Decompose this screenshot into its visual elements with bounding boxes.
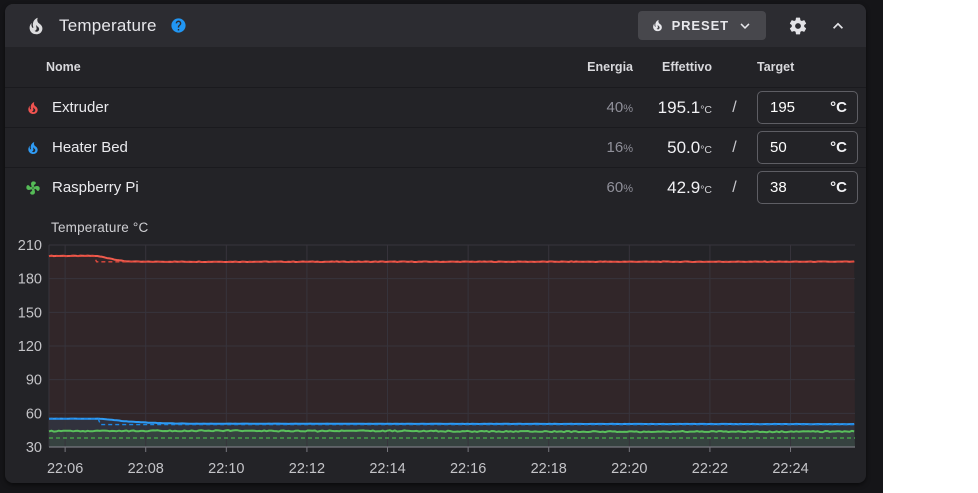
target-cell: 50 °C <box>757 131 858 164</box>
x-axis-label: 22:16 <box>450 461 486 477</box>
x-axis-label: 22:12 <box>289 461 325 477</box>
sensor-row: Heater Bed 16% 50.0°C / 50 °C <box>5 127 866 167</box>
panel-header: Temperature PRESET <box>5 4 866 47</box>
y-axis-label: 210 <box>18 238 42 254</box>
current-temp-cell: 50.0°C <box>667 137 712 157</box>
target-unit: °C <box>830 139 847 156</box>
x-axis-label: 22:06 <box>47 461 83 477</box>
y-axis-label: 60 <box>26 406 42 422</box>
target-value: 38 <box>770 179 787 196</box>
chart-title: Temperature °C <box>51 220 149 235</box>
column-header-current: Effettivo <box>662 60 712 74</box>
chevron-down-icon <box>740 22 750 29</box>
sensor-name: Raspberry Pi <box>52 179 139 196</box>
target-unit: °C <box>830 179 847 196</box>
help-icon[interactable] <box>170 17 187 34</box>
series-line-heater-bed-target <box>49 418 855 426</box>
sensor-row: Extruder 40% 195.1°C / 195 °C <box>5 87 866 127</box>
column-header-target: Target <box>757 60 795 74</box>
x-axis-label: 22:22 <box>692 461 728 477</box>
gear-icon <box>789 17 807 34</box>
temperature-panel: Temperature PRESET <box>5 4 866 483</box>
flame-icon <box>29 17 43 34</box>
y-axis-label: 150 <box>18 305 42 321</box>
power-cell: 40% <box>606 98 633 116</box>
target-value: 195 <box>770 99 796 116</box>
flame-icon <box>28 101 38 114</box>
collapse-button[interactable] <box>828 16 848 36</box>
sensor-row: Raspberry Pi 60% 42.9°C / 38 °C <box>5 167 866 207</box>
sensor-name-cell: Heater Bed <box>25 139 553 156</box>
slash-separator: / <box>732 178 737 196</box>
fan-icon <box>26 180 40 195</box>
target-input[interactable]: 38 °C <box>757 171 858 204</box>
target-input[interactable]: 50 °C <box>757 131 858 164</box>
chevron-up-icon <box>833 22 843 29</box>
x-axis-label: 22:20 <box>611 461 647 477</box>
settings-button[interactable] <box>788 16 808 36</box>
area-fill <box>49 255 855 447</box>
y-axis-label: 90 <box>26 373 42 389</box>
y-axis-label: 30 <box>26 440 42 456</box>
series-line-raspberry-pi <box>48 429 855 434</box>
power-cell: 60% <box>606 178 633 196</box>
panel-title: Temperature <box>59 15 157 35</box>
slash-separator: / <box>732 138 737 156</box>
target-cell: 195 °C <box>757 91 858 124</box>
series-line-extruder <box>48 254 855 263</box>
target-unit: °C <box>830 99 847 116</box>
power-cell: 16% <box>606 138 633 156</box>
current-temp-cell: 195.1°C <box>657 97 712 117</box>
preset-button-label: PRESET <box>671 18 729 33</box>
sensor-name: Extruder <box>52 99 109 116</box>
series-line-extruder-target <box>49 255 855 263</box>
target-input[interactable]: 195 °C <box>757 91 858 124</box>
x-axis-label: 22:10 <box>208 461 244 477</box>
target-value: 50 <box>770 139 787 156</box>
sensor-name-cell: Extruder <box>25 99 553 116</box>
preset-button[interactable]: PRESET <box>637 11 766 40</box>
current-temp-cell: 42.9°C <box>667 177 712 197</box>
y-axis-label: 180 <box>18 272 42 288</box>
chart-section: 210 180 150 120 90 60 30 22:06 22:08 22:10 22:12 22… <box>5 207 866 483</box>
target-cell: 38 °C <box>757 171 858 204</box>
area-fill <box>49 418 855 447</box>
sensor-table: Extruder 40% 195.1°C / 195 °C Heater Bed… <box>5 87 866 207</box>
column-header-power: Energia <box>587 60 633 74</box>
slash-separator: / <box>732 98 737 116</box>
x-axis-label: 22:08 <box>128 461 164 477</box>
sensor-name: Heater Bed <box>52 139 128 156</box>
column-header-name: Nome <box>46 60 81 74</box>
y-axis-label: 120 <box>18 339 42 355</box>
sensor-name-cell: Raspberry Pi <box>25 179 553 196</box>
flame-icon <box>28 141 38 154</box>
x-axis-label: 22:18 <box>531 461 567 477</box>
temperature-chart[interactable]: 210 180 150 120 90 60 30 22:06 22:08 22:10 22:12 22… <box>5 207 866 483</box>
x-axis-label: 22:24 <box>772 461 808 477</box>
table-header-row: Nome Energia Effettivo Target <box>5 47 866 87</box>
preset-flame-icon <box>652 19 662 32</box>
x-axis-label: 22:14 <box>369 461 405 477</box>
